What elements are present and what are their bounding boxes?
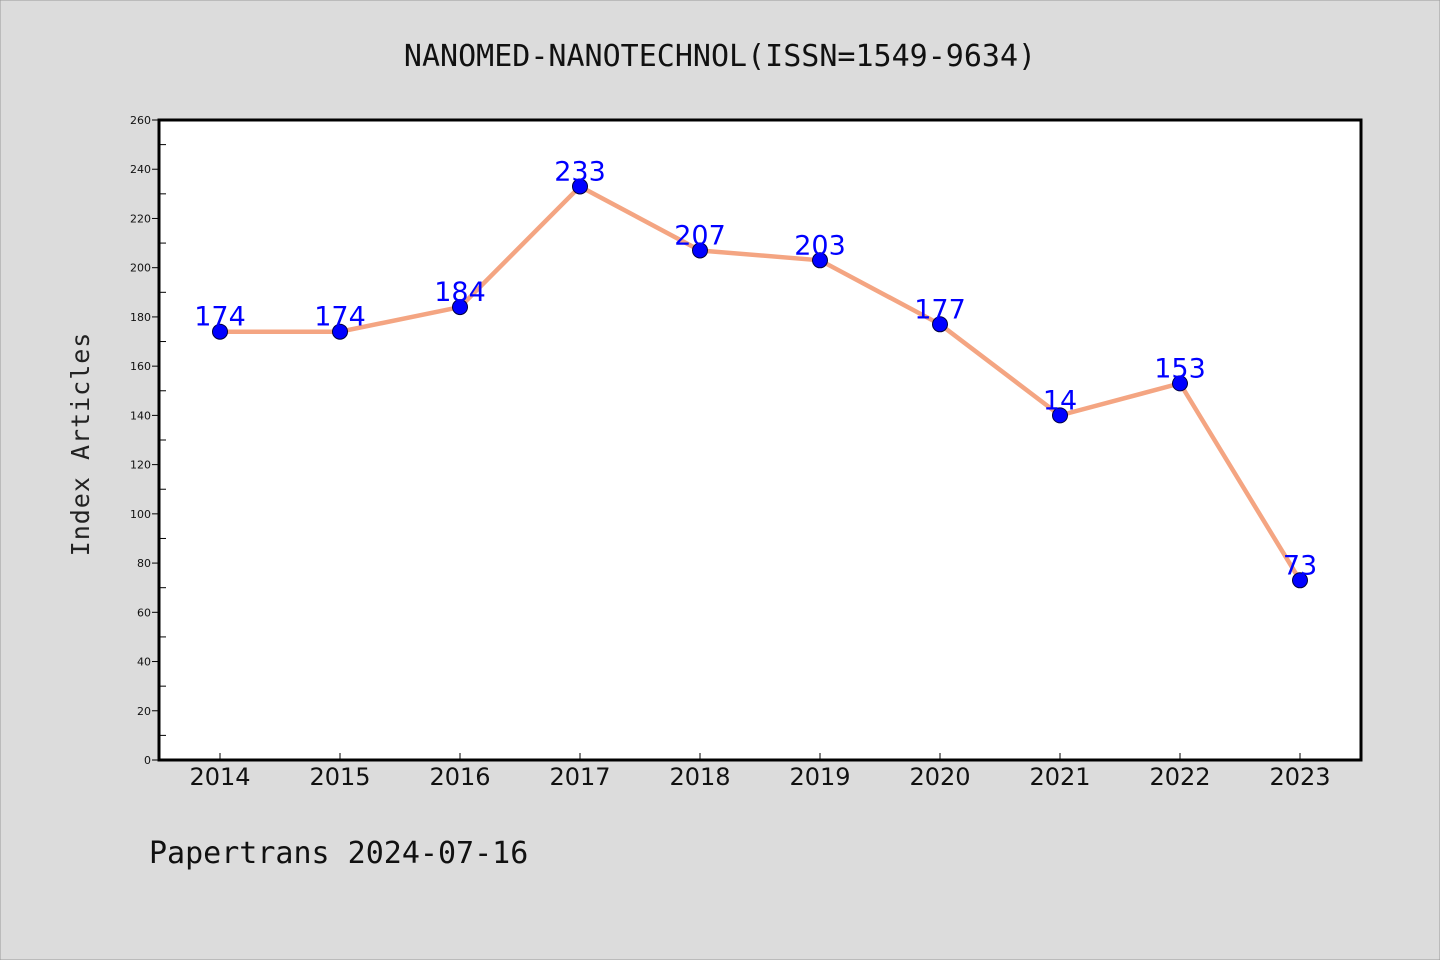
data-point (572, 178, 588, 195)
data-label: 177 (914, 294, 966, 325)
data-label: 233 (554, 156, 606, 187)
x-tick-label: 2021 (1029, 763, 1090, 791)
data-point (1292, 572, 1308, 589)
y-tick-label: 260 (130, 114, 151, 127)
data-point (1172, 375, 1188, 392)
x-axis: 2014 2015 2016 2017 2018 2019 2020 2021 2022 2023 (189, 753, 1331, 791)
x-tick-label: 2023 (1269, 763, 1330, 791)
x-tick-label: 2014 (189, 763, 250, 791)
y-tick-label: 40 (137, 656, 151, 669)
x-tick-label: 2016 (429, 763, 490, 791)
data-point (932, 316, 948, 333)
data-label: 174 (194, 302, 246, 333)
plot-area (157, 118, 1363, 762)
y-tick-label: 220 (130, 212, 151, 225)
data-label: 207 (674, 220, 726, 251)
y-tick-label: 160 (130, 360, 151, 373)
y-axis-label: Index Articles (66, 332, 95, 557)
data-label: 184 (434, 277, 486, 308)
x-tick-label: 2015 (309, 763, 370, 791)
x-tick-label: 2018 (669, 763, 730, 791)
data-label: 203 (794, 230, 846, 261)
x-tick-label: 2017 (549, 763, 610, 791)
data-point (1052, 407, 1068, 424)
data-label: 14 (1043, 385, 1077, 416)
data-point (692, 242, 708, 259)
data-point (452, 299, 468, 316)
series-group: 174 174 184 233 207 203 177 14 153 73 (194, 156, 1317, 589)
series-line (217, 184, 1303, 583)
y-tick-label: 60 (137, 606, 151, 619)
y-tick-label: 100 (130, 508, 151, 521)
y-tick-label: 240 (130, 163, 151, 176)
y-tick-label: 20 (137, 705, 151, 718)
y-axis: 0 20 40 60 80 100 120 140 160 180 200 220 240 260 (130, 114, 166, 767)
data-point (812, 252, 828, 269)
x-tick-label: 2020 (909, 763, 970, 791)
chart-title: NANOMED-NANOTECHNOL(ISSN=1549-9634) (404, 39, 1036, 74)
x-tick-label: 2019 (789, 763, 850, 791)
footer-credit: Papertrans 2024-07-16 (149, 836, 528, 871)
data-point (212, 323, 228, 340)
y-tick-label: 80 (137, 557, 151, 570)
x-tick-label: 2022 (1149, 763, 1210, 791)
y-tick-label: 120 (130, 459, 151, 472)
data-point (332, 323, 348, 340)
data-label: 153 (1154, 353, 1206, 384)
y-tick-label: 140 (130, 409, 151, 422)
y-tick-label: 200 (130, 262, 151, 275)
data-label: 174 (314, 302, 366, 333)
y-tick-label: 0 (144, 754, 151, 767)
y-tick-label: 180 (130, 311, 151, 324)
data-label: 73 (1283, 550, 1317, 581)
